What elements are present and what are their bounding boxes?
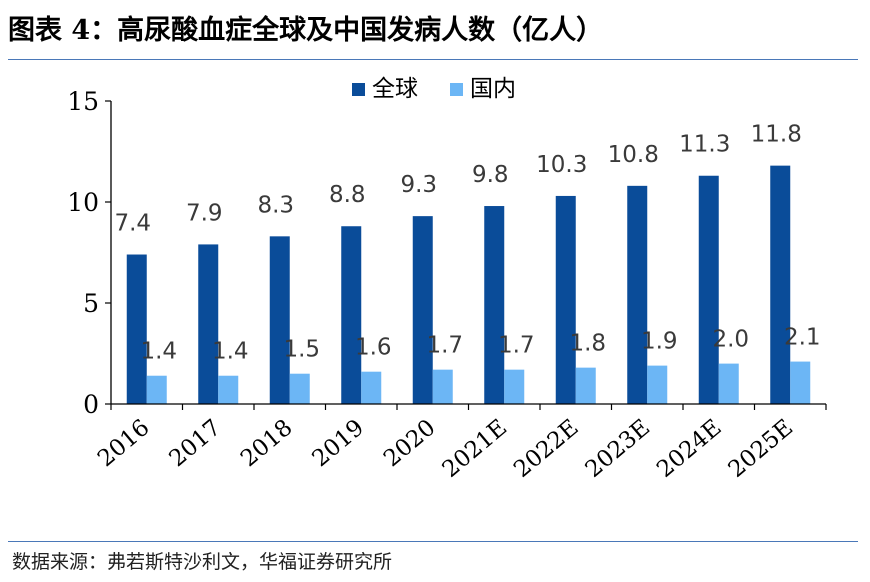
bar-global-2022E bbox=[555, 195, 576, 404]
bar-global-2024E bbox=[698, 175, 719, 404]
data-label-china-2020: 1.7 bbox=[426, 333, 463, 359]
data-label-global-2016: 7.4 bbox=[114, 211, 151, 237]
bar-china-2016 bbox=[146, 375, 167, 404]
bottom-divider bbox=[8, 541, 858, 542]
x-tick-label-2018: 2018 bbox=[236, 415, 298, 473]
legend-swatch-global bbox=[352, 83, 365, 96]
data-label-china-2018: 1.5 bbox=[283, 337, 320, 363]
data-label-china-2024E: 2.0 bbox=[712, 327, 749, 353]
data-label-china-2021E: 1.7 bbox=[498, 333, 535, 359]
bar-global-2016 bbox=[126, 254, 147, 404]
chart-title: 图表 4：高尿酸血症全球及中国发病人数（亿人） bbox=[8, 15, 604, 46]
data-label-china-2019: 1.6 bbox=[355, 335, 392, 361]
x-tick-label-2017: 2017 bbox=[165, 415, 227, 473]
bar-chart: 2016 2017 2018 2019 20202021E2022E2023E2024E… bbox=[67, 76, 827, 483]
x-tick-label-2022E: 2022E bbox=[509, 415, 583, 483]
legend-label-china: 国内 bbox=[470, 76, 516, 102]
bar-global-2025E bbox=[770, 165, 791, 404]
data-label-china-2016: 1.4 bbox=[140, 339, 177, 365]
data-label-china-2023E: 1.9 bbox=[641, 329, 678, 355]
x-tick-label-2023E: 2023E bbox=[581, 415, 655, 483]
bar-china-2024E bbox=[718, 363, 739, 404]
bar-china-2019 bbox=[361, 371, 382, 404]
data-label-global-2024E: 11.3 bbox=[679, 132, 730, 158]
data-label-china-2017: 1.4 bbox=[212, 339, 249, 365]
legend-swatch-china bbox=[450, 83, 463, 96]
bar-global-2019 bbox=[341, 226, 362, 404]
bar-global-2018 bbox=[269, 236, 290, 404]
bar-china-2020 bbox=[432, 369, 453, 404]
data-label-china-2025E: 2.1 bbox=[784, 325, 821, 351]
x-tick-label-2019: 2019 bbox=[308, 415, 370, 473]
data-label-global-2018: 8.3 bbox=[257, 192, 294, 218]
y-tick-label-0: 0 bbox=[83, 390, 99, 419]
legend-label-global: 全球 bbox=[372, 76, 418, 102]
x-tick-label-2016: 2016 bbox=[93, 415, 155, 473]
bar-global-2021E bbox=[484, 206, 505, 404]
bar-global-2020 bbox=[412, 216, 433, 404]
bar-china-2017 bbox=[218, 375, 239, 404]
data-label-global-2023E: 10.8 bbox=[608, 142, 659, 168]
bar-china-2022E bbox=[575, 367, 596, 404]
bar-global-2023E bbox=[627, 185, 648, 404]
data-label-global-2019: 8.8 bbox=[329, 182, 366, 208]
source-note: 数据来源：弗若斯特沙利文，华福证券研究所 bbox=[12, 551, 393, 573]
bar-china-2023E bbox=[647, 365, 668, 404]
data-label-global-2017: 7.9 bbox=[186, 200, 223, 226]
data-label-global-2022E: 10.3 bbox=[536, 152, 587, 178]
top-divider bbox=[8, 59, 858, 60]
bar-global-2017 bbox=[198, 244, 219, 404]
x-tick-label-2021E: 2021E bbox=[438, 415, 512, 483]
x-tick-label-2024E: 2024E bbox=[652, 415, 726, 483]
y-tick-label-5: 5 bbox=[83, 289, 99, 318]
bar-china-2025E bbox=[790, 361, 811, 404]
y-tick-label-10: 10 bbox=[67, 188, 99, 217]
x-tick-label-2020: 2020 bbox=[379, 415, 441, 473]
data-label-global-2025E: 11.8 bbox=[751, 122, 802, 148]
data-label-global-2021E: 9.8 bbox=[472, 162, 509, 188]
y-tick-label-15: 15 bbox=[67, 87, 99, 116]
x-tick-label-2025E: 2025E bbox=[724, 415, 798, 483]
data-label-china-2022E: 1.8 bbox=[569, 331, 606, 357]
bar-china-2018 bbox=[289, 373, 310, 404]
data-label-global-2020: 9.3 bbox=[400, 172, 437, 198]
bar-china-2021E bbox=[504, 369, 525, 404]
